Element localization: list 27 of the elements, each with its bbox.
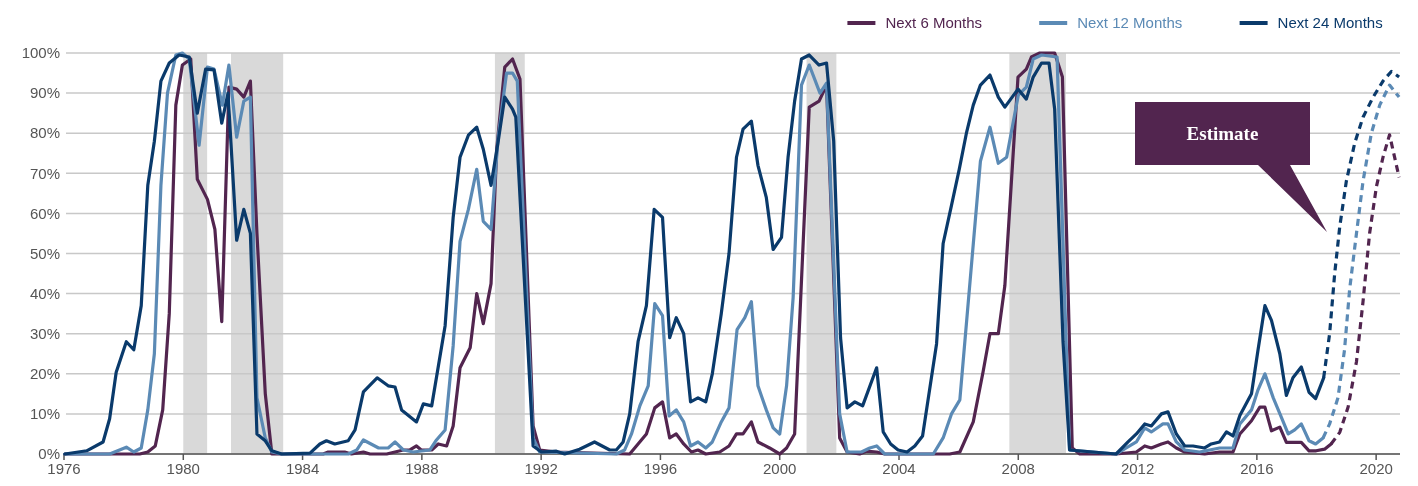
x-tick-label: 1988 (405, 460, 439, 477)
x-tick-label: 2008 (1001, 460, 1035, 477)
x-tick-label: 2012 (1120, 460, 1155, 477)
y-tick-label: 60% (29, 204, 60, 222)
y-tick-label: 10% (29, 405, 60, 423)
legend-label: Next 24 Months (1277, 14, 1383, 31)
y-tick-label: 100% (21, 44, 60, 62)
x-tick-label: 2020 (1359, 460, 1393, 477)
x-tick-label: 1984 (285, 460, 320, 477)
y-tick-label: 40% (29, 284, 60, 302)
y-tick-label: 20% (29, 365, 60, 383)
y-tick-label: 90% (29, 84, 60, 102)
x-tick-label: 1992 (524, 460, 558, 477)
y-tick-label: 80% (29, 124, 60, 142)
legend-label: Next 6 Months (885, 14, 983, 31)
annotation: Estimate (1186, 123, 1259, 145)
y-tick-label: 70% (29, 164, 60, 182)
x-tick-label: 1976 (47, 460, 81, 477)
x-tick-label: 1996 (643, 460, 678, 477)
x-tick-label: 2016 (1240, 460, 1274, 477)
x-tick-label: 1980 (166, 460, 200, 477)
x-tick-label: 2000 (763, 460, 797, 477)
legend-label: Next 12 Months (1077, 14, 1183, 31)
y-tick-label: 30% (29, 324, 60, 342)
x-tick-label: 2004 (882, 460, 916, 477)
y-tick-label: 50% (29, 244, 60, 262)
y-tick-label: 0% (38, 445, 60, 463)
